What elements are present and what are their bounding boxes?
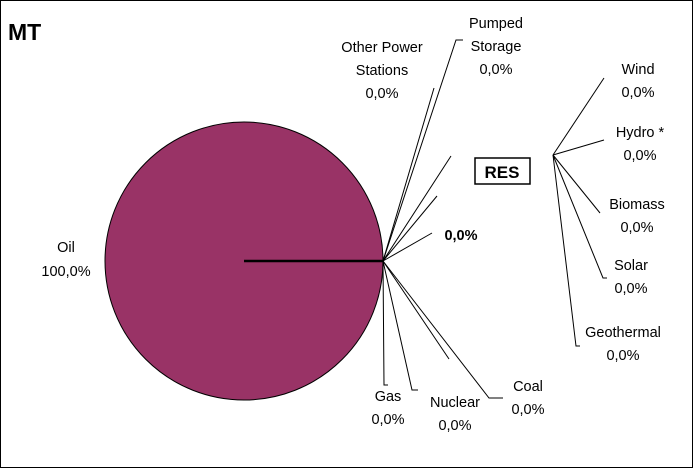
leader-line-geothermal bbox=[552, 154, 580, 347]
leader-line-biomass bbox=[552, 154, 601, 214]
slice-label-other-power-stations-line1: Other Power bbox=[341, 40, 423, 56]
slice-label-pumped-storage-line1: Pumped bbox=[469, 16, 523, 32]
res-value-wind: 0,0% bbox=[621, 85, 654, 101]
leader-line-pumped-storage bbox=[382, 39, 463, 262]
res-label-biomass: Biomass bbox=[609, 197, 665, 213]
leader-line-gas bbox=[382, 260, 388, 386]
leader-line-res-total bbox=[382, 232, 433, 262]
leader-line-hydro bbox=[552, 139, 605, 156]
slice-label-other-power-stations-line2: Stations bbox=[356, 63, 408, 79]
slice-label-nuclear: Nuclear bbox=[430, 395, 480, 411]
leader-line-other-power-stations bbox=[382, 87, 435, 262]
res-label-geothermal: Geothermal bbox=[585, 325, 661, 341]
slice-label-pumped-storage-line2: Storage bbox=[471, 39, 522, 55]
slice-value-res-total: 0,0% bbox=[444, 228, 477, 244]
slice-value-coal: 0,0% bbox=[511, 402, 544, 418]
slice-value-pumped-storage: 0,0% bbox=[479, 62, 512, 78]
res-value-hydro: 0,0% bbox=[623, 148, 656, 164]
res-value-geothermal: 0,0% bbox=[606, 348, 639, 364]
slice-label-oil: Oil bbox=[57, 240, 75, 256]
res-box-label: RES bbox=[485, 163, 520, 182]
res-label-wind: Wind bbox=[621, 62, 654, 78]
slice-label-gas: Gas bbox=[375, 389, 402, 405]
slice-label-coal: Coal bbox=[513, 379, 543, 395]
slice-value-gas: 0,0% bbox=[371, 412, 404, 428]
leader-line-coal bbox=[382, 260, 503, 399]
leader-line-res-lower bbox=[382, 260, 450, 360]
slice-value-nuclear: 0,0% bbox=[438, 418, 471, 434]
leader-line-solar bbox=[552, 154, 607, 279]
res-label-solar: Solar bbox=[614, 258, 648, 274]
leader-line-wind bbox=[552, 77, 605, 156]
leader-line-res-upper bbox=[382, 195, 438, 262]
res-value-solar: 0,0% bbox=[614, 281, 647, 297]
res-label-hydro: Hydro * bbox=[616, 125, 665, 141]
chart-title: MT bbox=[8, 19, 41, 45]
leader-line-res-top bbox=[382, 155, 452, 262]
leader-line-nuclear bbox=[382, 260, 418, 391]
res-box bbox=[474, 157, 531, 185]
slice-value-other-power-stations: 0,0% bbox=[365, 86, 398, 102]
slice-value-oil: 100,0% bbox=[41, 264, 90, 280]
res-value-biomass: 0,0% bbox=[620, 220, 653, 236]
